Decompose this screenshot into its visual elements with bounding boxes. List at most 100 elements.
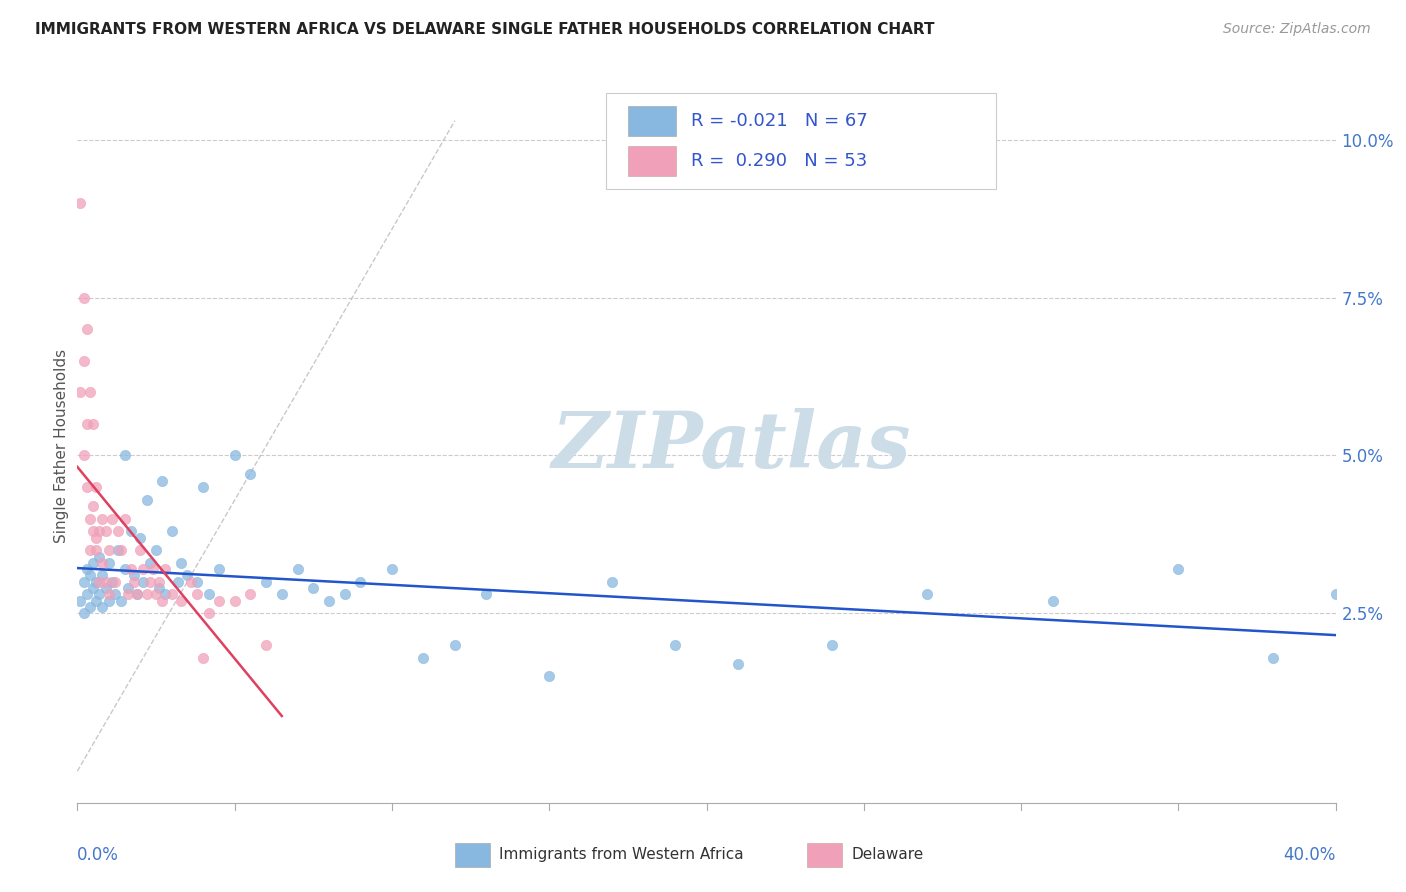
Point [79, 385, 101, 400]
Point [76, 587, 98, 601]
Point [132, 562, 155, 576]
Point [82, 581, 104, 595]
Point [104, 587, 127, 601]
Bar [628, 105, 676, 136]
Point [444, 638, 467, 652]
Point [94, 524, 117, 539]
Point [84, 593, 107, 607]
Point [129, 543, 152, 558]
Point [1042, 593, 1064, 607]
Bar [628, 146, 676, 177]
Point [915, 587, 938, 601]
Point [127, 587, 149, 601]
Point [97, 587, 120, 601]
Point [138, 574, 160, 589]
Point [117, 587, 139, 601]
Point [79, 511, 101, 525]
Point [79, 543, 101, 558]
Point [224, 593, 246, 607]
Point [160, 524, 183, 539]
Point [150, 474, 173, 488]
Point [72, 607, 94, 621]
Bar [807, 843, 842, 867]
Point [76, 417, 98, 431]
Point [302, 581, 325, 595]
Point [142, 562, 165, 576]
Text: Delaware: Delaware [851, 847, 924, 863]
Point [91, 568, 114, 582]
Point [84, 574, 107, 589]
Point [84, 531, 107, 545]
Point [91, 556, 114, 570]
Point [110, 543, 132, 558]
Point [94, 581, 117, 595]
Point [821, 638, 844, 652]
Point [180, 574, 202, 589]
Point [148, 574, 170, 589]
Point [186, 574, 208, 589]
Point [208, 562, 231, 576]
Point [107, 543, 129, 558]
Point [89, 549, 111, 564]
Point [135, 587, 157, 601]
Point [170, 556, 193, 570]
Point [120, 562, 142, 576]
Text: Immigrants from Western Africa: Immigrants from Western Africa [499, 847, 744, 863]
Point [727, 657, 749, 671]
Point [186, 587, 208, 601]
Point [94, 574, 117, 589]
Point [97, 593, 120, 607]
Point [72, 353, 94, 368]
Point [176, 568, 198, 582]
Point [254, 574, 277, 589]
Point [82, 417, 104, 431]
Point [84, 543, 107, 558]
Point [1324, 587, 1347, 601]
Point [79, 600, 101, 615]
Point [412, 650, 434, 665]
Point [101, 574, 124, 589]
Point [101, 511, 124, 525]
Point [198, 607, 221, 621]
Point [600, 574, 623, 589]
Point [664, 638, 686, 652]
Point [333, 587, 356, 601]
Point [114, 449, 136, 463]
Point [82, 556, 104, 570]
Text: R =  0.290   N = 53: R = 0.290 N = 53 [692, 153, 868, 170]
Point [127, 587, 149, 601]
Point [198, 587, 221, 601]
Point [72, 574, 94, 589]
Point [122, 574, 145, 589]
Point [91, 511, 114, 525]
Point [82, 524, 104, 539]
Text: IMMIGRANTS FROM WESTERN AFRICA VS DELAWARE SINGLE FATHER HOUSEHOLDS CORRELATION : IMMIGRANTS FROM WESTERN AFRICA VS DELAWA… [35, 22, 935, 37]
Point [145, 587, 167, 601]
Point [110, 593, 132, 607]
Point [475, 587, 498, 601]
Point [381, 562, 404, 576]
Point [117, 581, 139, 595]
Point [191, 650, 215, 665]
Point [224, 449, 246, 463]
Point [76, 562, 98, 576]
Point [138, 556, 160, 570]
Point [104, 574, 127, 589]
Point [107, 524, 129, 539]
Point [191, 480, 215, 494]
Point [84, 480, 107, 494]
Point [89, 574, 111, 589]
Text: 0.0%: 0.0% [77, 846, 120, 863]
Point [170, 593, 193, 607]
Point [145, 543, 167, 558]
Point [76, 480, 98, 494]
Text: ZIPatlas: ZIPatlas [553, 408, 911, 484]
Point [79, 568, 101, 582]
Point [72, 449, 94, 463]
Point [135, 492, 157, 507]
Text: 40.0%: 40.0% [1284, 846, 1336, 863]
Point [69, 593, 91, 607]
Point [76, 322, 98, 336]
Point [97, 556, 120, 570]
Bar [456, 843, 491, 867]
